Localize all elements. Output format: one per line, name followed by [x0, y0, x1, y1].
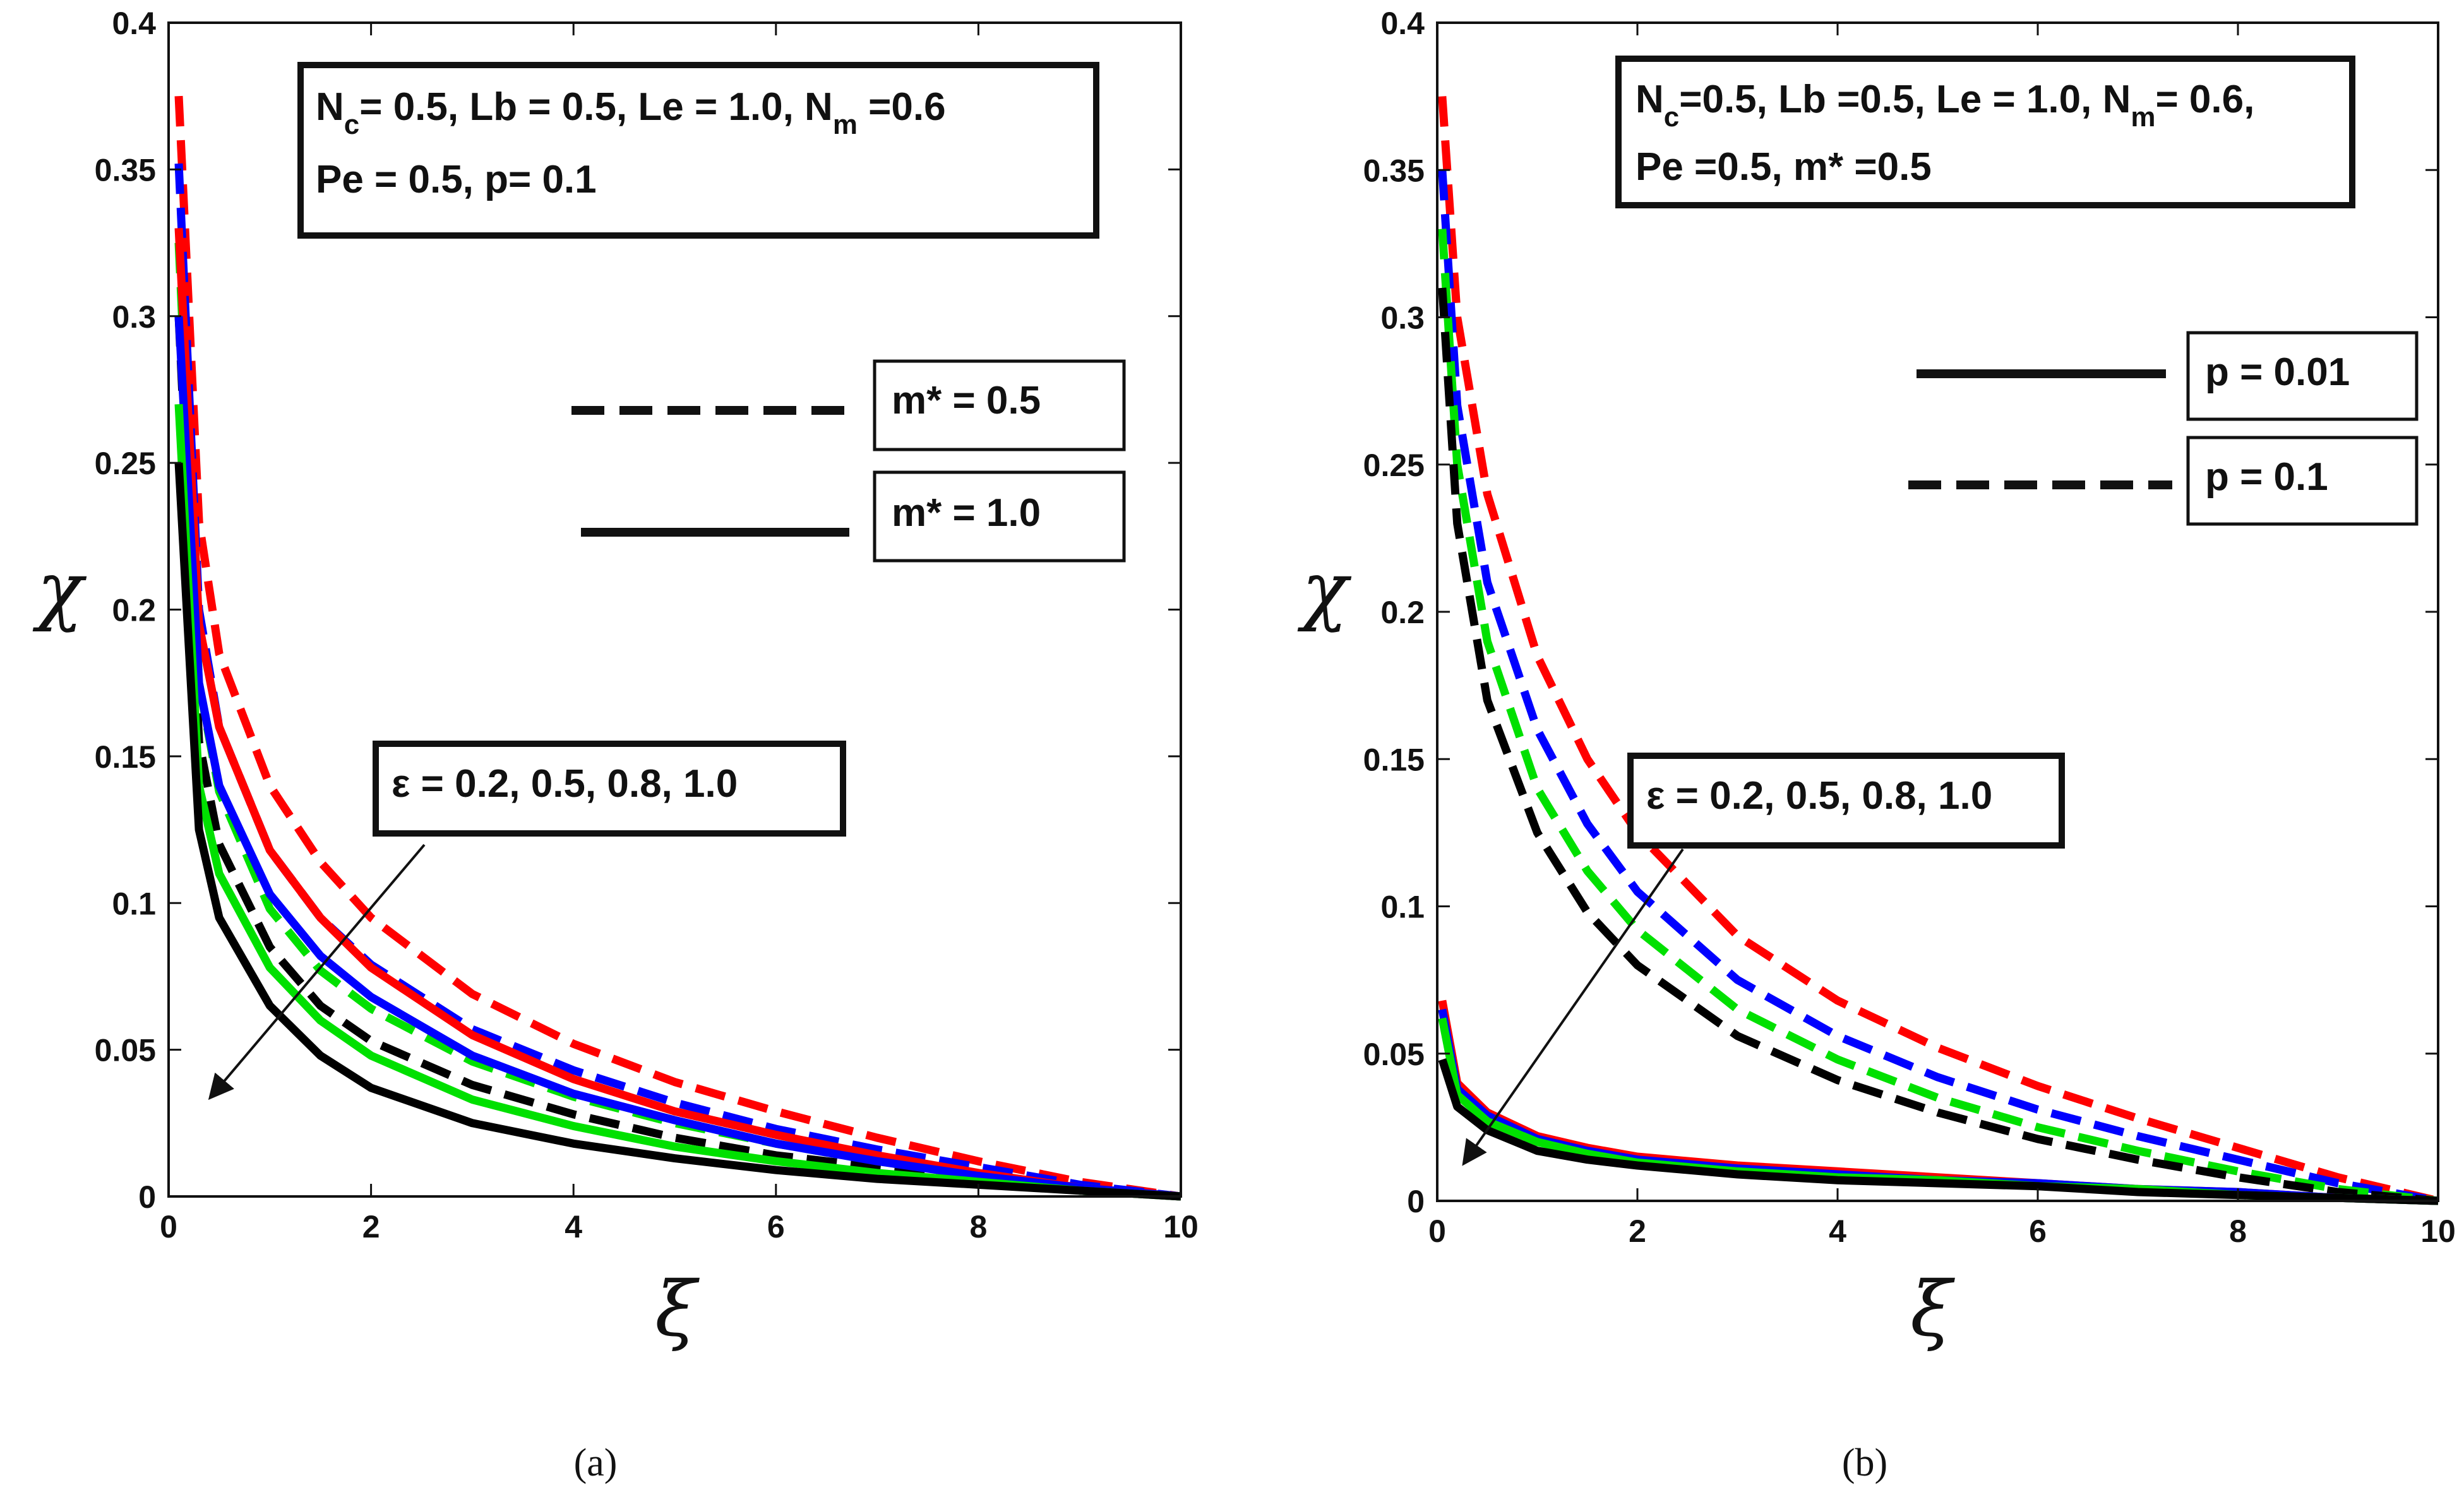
panel-b-series-line [1438, 169, 2439, 1205]
panel-a-parameter-line-2: Pe = 0.5, p= 0.1 [316, 158, 597, 201]
panel-a-y-tick-label: 0.05 [95, 1033, 156, 1068]
panel-a-epsilon-arrow [208, 844, 426, 1100]
panel-a-x-tick-label: 2 [362, 1209, 380, 1244]
panel-b-series-line [1438, 287, 2439, 1205]
panel-a-x-tick-label: 10 [1163, 1209, 1199, 1244]
panel-a-legend-box-2 [873, 470, 1126, 563]
panel-b-y-tick-label: 0.3 [1380, 301, 1425, 336]
panel-a-x-label: ξ [655, 1266, 700, 1354]
panel-a-y-tick-label: 0.3 [112, 299, 156, 335]
panel-a-caption: (a) [574, 1441, 618, 1484]
panel-b-x-tick-label: 0 [1428, 1214, 1446, 1249]
panel-b-series-line [1438, 1058, 2439, 1205]
panel-a-y-tick-label: 0.2 [112, 593, 156, 628]
panel-b-plot-area [1438, 96, 2439, 1205]
panel-b-y-tick-label: 0.05 [1363, 1037, 1425, 1072]
panel-b-series-line [1438, 229, 2439, 1205]
panel-b-parameter-line-2: Pe =0.5, m* =0.5 [1636, 145, 1932, 189]
panel-b-y-tick-label: 0.35 [1363, 153, 1425, 188]
panel-a-epsilon-frame [373, 741, 846, 837]
panel-a-epsilon-annotation: ε = 0.2, 0.5, 0.8, 1.0 [208, 741, 846, 1100]
panel-a-y-tick-label: 0.25 [95, 446, 156, 481]
panel-a: 0 2 4 6 8 10 0 0.05 0.1 0.15 0.2 0.25 0.3 0.35 0.4 χ ξ… [33, 6, 1199, 1484]
panel-b-parameter-line-1: Nc=0.5, Lb =0.5, Le = 1.0, Nm= 0.6, [1636, 78, 2254, 133]
panel-a-y-tick-label: 0 [138, 1179, 156, 1215]
panel-a-y-tick-label: 0.35 [95, 152, 156, 188]
panel-b-x-tick-label: 10 [2420, 1214, 2456, 1249]
panel-b-ticks: 0 2 4 6 8 10 0 0.05 0.1 0.15 0.2 0.25 0.3 0.35 0.4 [1363, 6, 2456, 1249]
panel-b-y-tick-label: 0.25 [1363, 448, 1425, 483]
panel-b-y-tick-label: 0.15 [1363, 742, 1425, 777]
panel-b-epsilon-arrow [1462, 848, 1684, 1166]
panel-b-legend-label-2: p = 0.1 [2205, 455, 2328, 499]
panel-b-parameter-box: Nc=0.5, Lb =0.5, Le = 1.0, Nm= 0.6, Pe =… [1615, 56, 2355, 208]
panel-b-x-tick-label: 4 [1829, 1214, 1846, 1249]
panel-a-epsilon-label: ε = 0.2, 0.5, 0.8, 1.0 [392, 762, 738, 806]
panel-a-legend-box-1 [873, 359, 1126, 451]
panel-b-y-tick-label: 0.4 [1380, 6, 1425, 41]
panel-b-caption: (b) [1842, 1441, 1887, 1484]
panel-a-y-label: χ [33, 546, 87, 634]
panel-a-legend: m* = 0.5 m* = 1.0 [571, 359, 1126, 563]
panel-b-legend-box-1 [2186, 331, 2419, 421]
panel-a-plot-area [174, 95, 1181, 1201]
panel-a-ticks: 0 2 4 6 8 10 0 0.05 0.1 0.15 0.2 0.25 0.3 0.35 0.4 [95, 6, 1199, 1244]
panel-a-parameter-box: Nc= 0.5, Lb = 0.5, Le = 1.0, Nm =0.6 Pe … [297, 62, 1099, 239]
panel-a-y-tick-label: 0.4 [112, 6, 156, 41]
panel-a-series-line [174, 95, 1181, 1201]
panel-b: 0 2 4 6 8 10 0 0.05 0.1 0.15 0.2 0.25 0.3 0.35 0.4 χ ξ… [1298, 6, 2456, 1484]
panel-a-x-tick-label: 4 [565, 1209, 582, 1244]
panel-a-x-tick-label: 8 [969, 1209, 987, 1244]
panel-b-epsilon-frame [1627, 753, 2065, 849]
panel-a-y-tick-label: 0.15 [95, 739, 156, 775]
panel-b-legend-label-1: p = 0.01 [2205, 350, 2350, 394]
panel-b-y-tick-label: 0.2 [1380, 595, 1425, 630]
panel-a-x-tick-label: 0 [160, 1209, 177, 1244]
panel-b-y-label: χ [1298, 546, 1352, 634]
panel-b-legend-box-2 [2186, 436, 2419, 526]
panel-b-legend: p = 0.01 p = 0.1 [1908, 331, 2419, 526]
panel-b-epsilon-annotation: ε = 0.2, 0.5, 0.8, 1.0 [1462, 753, 2065, 1166]
panel-a-y-tick-label: 0.1 [112, 886, 156, 921]
panel-b-x-label: ξ [1910, 1266, 1955, 1354]
panel-a-parameter-frame [297, 62, 1099, 239]
panel-b-series-line [1438, 96, 2439, 1205]
panel-a-series-line [174, 462, 1181, 1201]
panel-b-y-tick-label: 0 [1407, 1184, 1425, 1219]
panel-b-epsilon-label: ε = 0.2, 0.5, 0.8, 1.0 [1646, 774, 1992, 818]
panel-b-y-tick-label: 0.1 [1380, 890, 1425, 925]
panel-b-x-tick-label: 2 [1629, 1214, 1646, 1249]
panel-a-series-line [174, 316, 1181, 1201]
panel-b-x-tick-label: 6 [2029, 1214, 2047, 1249]
panel-a-series-line [174, 163, 1181, 1201]
panel-a-parameter-line-1: Nc= 0.5, Lb = 0.5, Le = 1.0, Nm =0.6 [316, 85, 946, 140]
panel-a-x-tick-label: 6 [767, 1209, 785, 1244]
panel-a-legend-label-2: m* = 1.0 [892, 491, 1041, 535]
panel-b-x-tick-label: 8 [2229, 1214, 2247, 1249]
panel-b-parameter-frame [1615, 56, 2355, 208]
panel-a-legend-label-1: m* = 0.5 [892, 379, 1041, 422]
